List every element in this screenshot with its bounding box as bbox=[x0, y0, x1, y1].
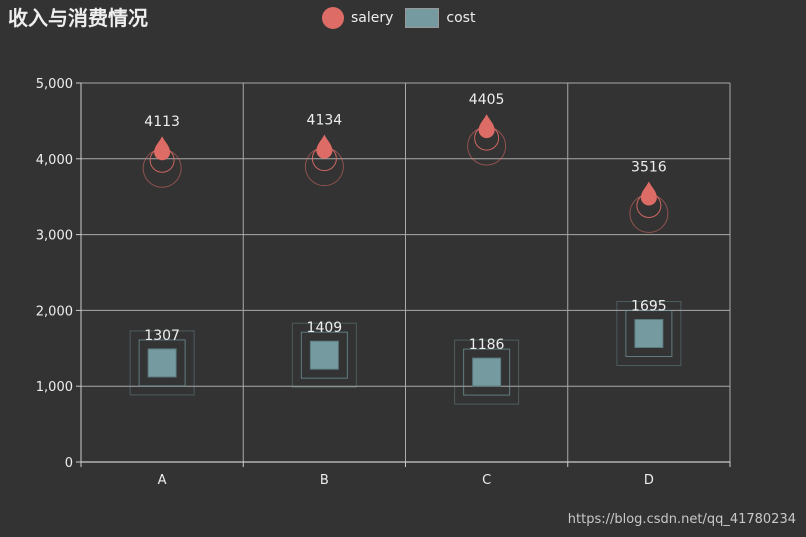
legend-swatch-salery-icon bbox=[322, 7, 344, 29]
legend-item-salery[interactable]: salery bbox=[322, 7, 393, 29]
legend-item-cost[interactable]: cost bbox=[405, 8, 475, 28]
salery-data-label: 4134 bbox=[307, 113, 343, 129]
y-tick-label: 3,000 bbox=[36, 229, 73, 244]
y-tick-label: 5,000 bbox=[36, 77, 73, 92]
y-tick-label: 0 bbox=[65, 456, 73, 471]
x-tick-label: C bbox=[482, 473, 491, 488]
chart-title: 收入与消费情况 bbox=[8, 6, 148, 30]
x-tick-label: D bbox=[644, 473, 654, 488]
salery-data-label: 3516 bbox=[631, 159, 667, 175]
legend-label-cost: cost bbox=[446, 10, 476, 26]
salery-point bbox=[154, 136, 171, 161]
cost-data-label: 1307 bbox=[144, 328, 180, 344]
cost-ripple-square bbox=[616, 301, 682, 367]
cost-data-label: 1695 bbox=[631, 299, 667, 315]
cost-ripple-square bbox=[138, 339, 186, 387]
y-tick-label: 1,000 bbox=[36, 380, 73, 395]
cost-ripple-square bbox=[625, 310, 673, 358]
cost-ripple-square bbox=[291, 322, 357, 388]
salery-point bbox=[640, 181, 657, 206]
salery-data-label: 4405 bbox=[469, 92, 505, 108]
y-tick-label: 4,000 bbox=[36, 153, 73, 168]
salery-point bbox=[478, 114, 495, 139]
cost-point bbox=[309, 340, 339, 370]
legend-swatch-cost-icon bbox=[405, 8, 440, 28]
legend: salery cost bbox=[322, 6, 475, 30]
x-tick-label: B bbox=[320, 473, 329, 488]
x-tick-label: A bbox=[158, 473, 167, 488]
salery-point bbox=[316, 134, 333, 159]
cost-point bbox=[147, 348, 177, 378]
cost-data-label: 1409 bbox=[307, 320, 343, 336]
cost-ripple-square bbox=[454, 339, 520, 405]
cost-point bbox=[634, 319, 664, 349]
salery-data-label: 4113 bbox=[144, 114, 180, 130]
cost-data-label: 1186 bbox=[469, 337, 505, 353]
watermark: https://blog.csdn.net/qq_41780234 bbox=[567, 512, 796, 527]
legend-label-salery: salery bbox=[351, 10, 394, 26]
cost-ripple-square bbox=[129, 330, 195, 396]
cost-ripple-square bbox=[463, 348, 511, 396]
cost-ripple-square bbox=[300, 331, 348, 379]
y-tick-label: 2,000 bbox=[36, 304, 73, 319]
cost-point bbox=[472, 357, 502, 387]
